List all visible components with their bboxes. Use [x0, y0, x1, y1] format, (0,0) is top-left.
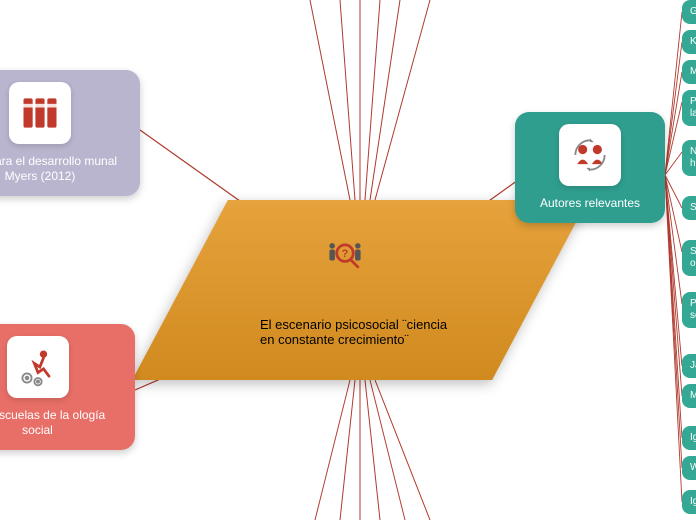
svg-text:?: ? — [342, 248, 349, 260]
runner-gears-icon — [7, 336, 69, 398]
author-chip[interactable]: Stanley para da y obedi human — [682, 240, 696, 276]
mindmap-canvas: ? El escenario psicosocial ¨ciencia en c… — [0, 0, 696, 520]
author-chip[interactable]: Wiesen y la apl — [682, 456, 696, 480]
center-content: ? El escenario psicosocial ¨ciencia en c… — [180, 200, 540, 380]
author-chip[interactable]: Ignacio liberac — [682, 426, 696, 450]
people-cycle-icon — [559, 124, 621, 186]
node-myers[interactable]: pios para el desarrollo munal Myers (201… — [0, 70, 140, 196]
author-chip[interactable]: George sociedad — [682, 0, 696, 24]
author-chip[interactable]: Muzafer normas — [682, 60, 696, 84]
node-autores[interactable]: Autores relevantes — [515, 112, 665, 223]
author-chip[interactable]: Jacobo Latino — [682, 354, 696, 378]
author-chip[interactable]: Ignacio 1989 s psicolo — [682, 490, 696, 514]
node-escuelas[interactable]: des escuelas de la ología social — [0, 324, 135, 450]
author-chip[interactable]: Maritza psicolo psicolo — [682, 384, 696, 408]
people-magnify-icon: ? — [323, 233, 397, 307]
center-node[interactable]: ? El escenario psicosocial ¨ciencia en c… — [180, 200, 540, 380]
node-autores-label: Autores relevantes — [525, 192, 655, 215]
author-chip[interactable]: Kenneth social). — [682, 30, 696, 54]
author-chip[interactable]: Psicólo de los p psicolo la part — [682, 90, 696, 126]
author-chip[interactable]: Núrem segund vejáme human — [682, 140, 696, 176]
author-chip[interactable]: Psicólo (investi roles so compor persona — [682, 292, 696, 328]
center-label: El escenario psicosocial ¨ciencia en con… — [260, 317, 460, 347]
node-escuelas-label: des escuelas de la ología social — [0, 404, 125, 442]
author-chip[interactable]: Solom segund estudi — [682, 196, 696, 220]
node-myers-label: pios para el desarrollo munal Myers (201… — [0, 150, 130, 188]
books-icon — [9, 82, 71, 144]
